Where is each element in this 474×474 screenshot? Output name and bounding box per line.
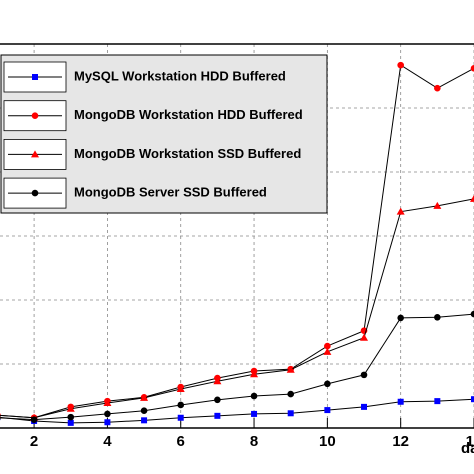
marker [141, 417, 148, 424]
series-line [0, 64, 474, 419]
marker [250, 370, 259, 378]
marker [360, 333, 369, 341]
marker [471, 396, 474, 403]
marker [396, 207, 405, 215]
marker [104, 419, 111, 426]
marker [31, 112, 39, 119]
marker [397, 314, 404, 322]
x-tick-label: 6 [177, 433, 185, 450]
series-line [0, 313, 474, 421]
x-tick-label: 8 [250, 433, 258, 450]
marker [361, 403, 368, 410]
marker [31, 189, 39, 197]
marker [324, 407, 331, 414]
marker [434, 398, 441, 405]
x-axis-label: da [461, 440, 474, 457]
marker [470, 194, 474, 202]
legend-label: MongoDB Workstation SSD Buffered [74, 146, 301, 161]
series-line [0, 398, 474, 424]
marker [103, 399, 112, 407]
marker [213, 377, 222, 385]
marker [214, 412, 221, 419]
marker [177, 401, 185, 409]
marker [140, 393, 149, 401]
marker [286, 365, 295, 373]
marker [433, 201, 442, 209]
marker [397, 61, 404, 69]
marker [434, 313, 441, 321]
marker [287, 410, 294, 417]
marker [67, 413, 75, 421]
marker [470, 65, 474, 72]
marker [214, 396, 221, 404]
marker [470, 310, 474, 318]
marker [140, 407, 148, 415]
legend-label: MongoDB Server SSD Buffered [74, 185, 267, 200]
marker [323, 347, 332, 355]
marker [176, 384, 185, 392]
marker [177, 414, 184, 421]
x-tick-label: 12 [392, 433, 409, 450]
marker [66, 404, 75, 412]
x-tick-label: 4 [103, 433, 112, 450]
marker [104, 410, 111, 418]
marker [0, 415, 1, 420]
marker [397, 398, 404, 405]
legend-label: MongoDB Workstation HDD Buffered [74, 107, 303, 122]
marker [324, 342, 331, 350]
marker [67, 419, 74, 426]
x-tick-label: 14 [466, 433, 474, 450]
marker [287, 390, 295, 398]
marker [31, 150, 39, 158]
series-line [0, 198, 474, 419]
marker [30, 416, 38, 423]
marker [324, 380, 331, 388]
legend-label: MySQL Workstation HDD Buffered [74, 68, 286, 83]
marker [434, 84, 441, 92]
marker [360, 371, 368, 379]
marker [32, 74, 38, 80]
x-tick-label: 10 [319, 433, 336, 450]
marker [250, 392, 258, 400]
marker [251, 410, 258, 417]
x-tick-label: 2 [30, 433, 38, 450]
